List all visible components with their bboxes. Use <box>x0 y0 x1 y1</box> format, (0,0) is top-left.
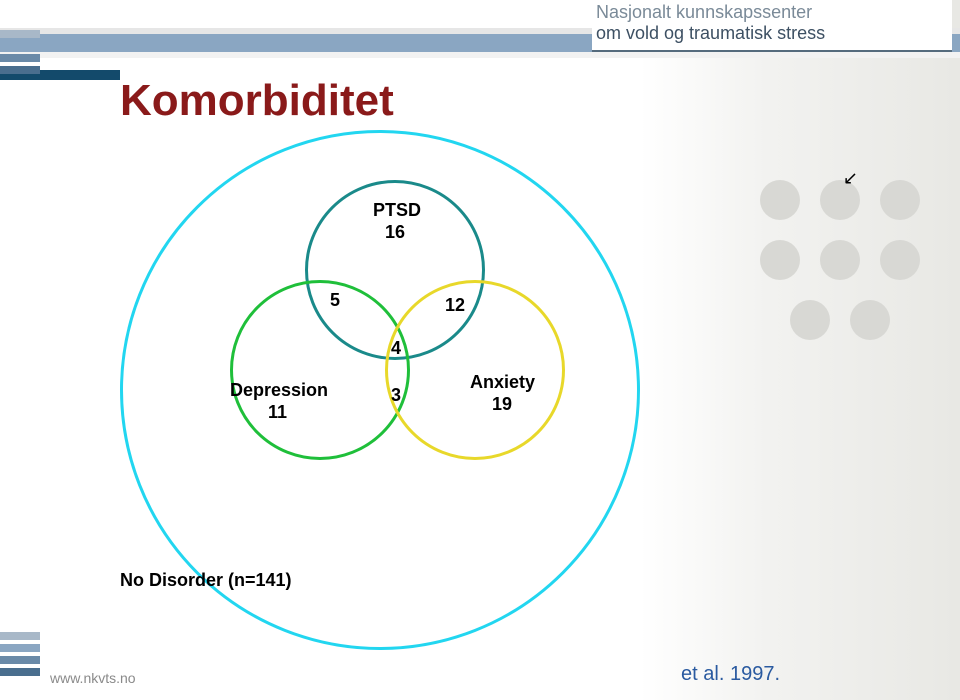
venn-ptsd-dep-value: 5 <box>330 290 340 311</box>
org-line2: om vold og traumatisk stress <box>596 23 948 44</box>
bar-decoration <box>0 30 40 38</box>
left-bars-top <box>0 26 40 78</box>
bar-decoration <box>0 668 40 676</box>
bar-decoration <box>0 66 40 74</box>
venn-depression-value: 11 <box>268 402 287 423</box>
venn-anxiety-value: 19 <box>492 394 512 415</box>
venn-ptsd-label: PTSD <box>373 200 421 221</box>
footer-reference: et al. 1997. <box>681 663 780 686</box>
venn-all-value: 4 <box>391 338 401 359</box>
venn-depression-label: Depression <box>230 380 328 401</box>
venn-depression-circle <box>230 280 410 460</box>
bar-decoration <box>0 632 40 640</box>
venn-anxiety-circle <box>385 280 565 460</box>
left-bars-bottom <box>0 628 40 680</box>
footer-url: www.nkvts.no <box>50 670 136 686</box>
venn-anxiety-label: Anxiety <box>470 372 535 393</box>
arrow-icon: ↙ <box>843 168 858 189</box>
venn-ptsd-value: 16 <box>385 222 405 243</box>
venn-ptsd-anx-value: 12 <box>445 295 465 316</box>
venn-diagram: No Disorder (n=141) PTSD 16 Depression 1… <box>100 160 660 620</box>
background-photo <box>640 0 960 700</box>
page-title: Komorbiditet <box>120 76 394 126</box>
bar-decoration <box>0 54 40 62</box>
venn-dep-anx-value: 3 <box>391 385 401 406</box>
venn-outer-label: No Disorder (n=141) <box>120 570 292 591</box>
header-band-thin <box>0 52 960 58</box>
bar-decoration <box>0 656 40 664</box>
org-line1: Nasjonalt kunnskapssenter <box>596 2 948 23</box>
bar-decoration <box>0 644 40 652</box>
org-header: Nasjonalt kunnskapssenter om vold og tra… <box>592 0 952 52</box>
slide: Nasjonalt kunnskapssenter om vold og tra… <box>0 0 960 700</box>
bar-decoration <box>0 42 40 50</box>
